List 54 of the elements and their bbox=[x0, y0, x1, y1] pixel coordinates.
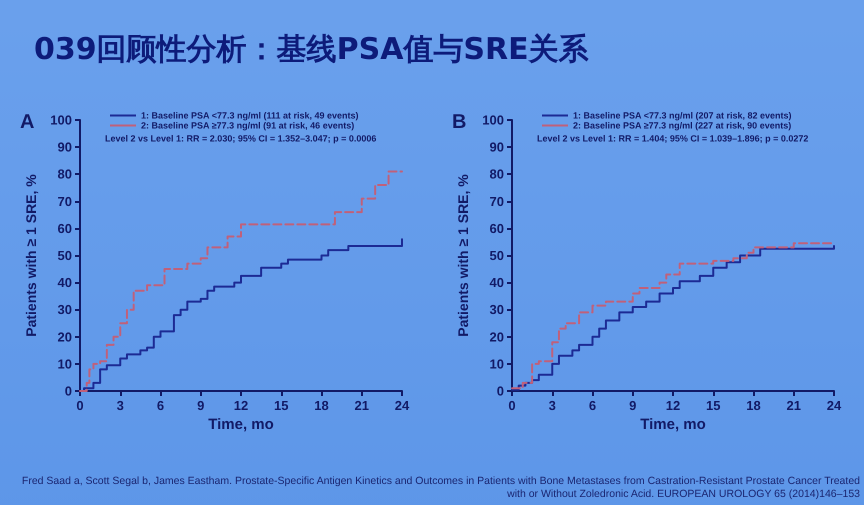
x-tick-label: 0 bbox=[508, 398, 516, 413]
y-tick-label: 90 bbox=[58, 140, 72, 155]
y-tick-label: 20 bbox=[58, 329, 72, 344]
y-tick-label: 40 bbox=[490, 275, 504, 290]
x-tick-label: 15 bbox=[274, 398, 288, 413]
legend-label: 2: Baseline PSA ≥77.3 ng/ml (227 at risk, 90 events) bbox=[573, 120, 792, 130]
y-tick-label: 70 bbox=[58, 194, 72, 209]
text: A bbox=[20, 111, 34, 133]
x-tick-label: 12 bbox=[234, 398, 248, 413]
y-tick-label: 10 bbox=[490, 356, 504, 372]
x-tick-label: 9 bbox=[197, 398, 204, 413]
y-tick-label: 50 bbox=[58, 248, 72, 263]
y-tick-label: 100 bbox=[482, 112, 504, 128]
x-axis-title: Time, mo bbox=[640, 416, 706, 433]
legend-label: 1: Baseline PSA <77.3 ng/ml (207 at risk, 82 events) bbox=[573, 110, 792, 120]
y-tick-label: 40 bbox=[58, 275, 72, 290]
text: Fred Saad a, Scott Segal b, James Eastham. Prostate-Specific Antigen Kinetics and Outcomes in Patients with Bone Metastases from Castration-Resistant Prostate Cancer Treated with or Without Zoledronic Acid. EUROPEAN UROLOGY 65 (2014)146–153 bbox=[20, 475, 860, 501]
x-tick-label: 18 bbox=[314, 398, 329, 413]
x-tick-label: 6 bbox=[588, 398, 596, 413]
y-tick-label: 90 bbox=[490, 140, 504, 155]
y-tick-label: 70 bbox=[490, 194, 504, 209]
y-tick-label: 30 bbox=[58, 302, 72, 318]
x-tick-label: 15 bbox=[706, 398, 720, 413]
x-tick-label: 24 bbox=[826, 398, 842, 413]
y-tick-label: 50 bbox=[490, 248, 504, 263]
x-tick-label: 3 bbox=[116, 398, 124, 413]
text: B bbox=[452, 111, 466, 133]
chart-title: 039回顾性分析：基线PSA值与SRE关系 bbox=[34, 30, 589, 68]
y-tick-label: 100 bbox=[50, 112, 72, 128]
y-tick-label: 30 bbox=[490, 302, 504, 318]
y-tick-label: 0 bbox=[496, 384, 504, 398]
y-tick-label: 80 bbox=[58, 166, 72, 182]
x-tick-label: 21 bbox=[786, 398, 801, 413]
x-tick-label: 6 bbox=[156, 398, 164, 413]
legend-label: 1: Baseline PSA <77.3 ng/ml (111 at risk, 49 events) bbox=[141, 110, 359, 120]
y-tick-label: 80 bbox=[490, 166, 504, 182]
x-tick-label: 12 bbox=[666, 398, 680, 413]
legend-label: 2: Baseline PSA ≥77.3 ng/ml (91 at risk, 46 events) bbox=[141, 120, 354, 130]
x-axis-title: Time, mo bbox=[208, 416, 274, 433]
annotation: Level 2 vs Level 1: RR = 1.404; 95% CI = 1.039–1.896; p = 0.0272 bbox=[537, 134, 808, 144]
y-axis-title: Patients with ≥ 1 SRE, % bbox=[23, 174, 39, 337]
y-tick-label: 20 bbox=[490, 329, 504, 344]
x-tick-label: 9 bbox=[629, 398, 636, 413]
y-tick-label: 60 bbox=[58, 220, 72, 236]
x-tick-label: 0 bbox=[76, 398, 84, 413]
x-tick-label: 18 bbox=[746, 398, 761, 413]
x-tick-label: 3 bbox=[548, 398, 556, 413]
x-tick-label: 21 bbox=[354, 398, 369, 413]
x-tick-label: 24 bbox=[394, 398, 410, 413]
y-tick-label: 10 bbox=[58, 356, 72, 372]
annotation: Level 2 vs Level 1: RR = 2.030; 95% CI = 1.352–3.047; p = 0.0006 bbox=[105, 134, 376, 144]
y-axis-title: Patients with ≥ 1 SRE, % bbox=[455, 174, 471, 337]
y-tick-label: 0 bbox=[64, 384, 72, 398]
y-tick-label: 60 bbox=[490, 220, 504, 236]
